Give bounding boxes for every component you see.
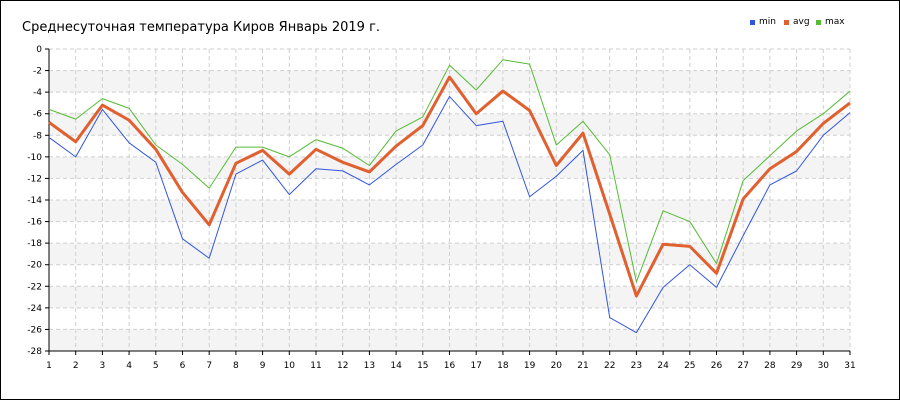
y-tick-label: -28 — [27, 347, 42, 357]
x-tick-label: 27 — [737, 361, 748, 371]
x-tick-label: 1 — [46, 361, 52, 371]
x-tick-label: 17 — [470, 361, 481, 371]
legend-item-max: max — [816, 16, 845, 28]
x-tick-label: 28 — [764, 361, 776, 371]
x-tick-label: 3 — [100, 361, 106, 371]
x-tick-label: 16 — [444, 361, 456, 371]
legend-swatch-min — [750, 19, 755, 25]
x-tick-label: 12 — [337, 361, 348, 371]
x-tick-label: 18 — [497, 361, 509, 371]
grid-band — [49, 329, 850, 351]
y-tick-label: -16 — [27, 218, 42, 228]
y-tick-label: -2 — [33, 67, 42, 77]
x-tick-label: 25 — [684, 361, 695, 371]
x-tick-label: 15 — [417, 361, 428, 371]
grid-band — [49, 113, 850, 136]
grid-band — [49, 70, 850, 93]
x-tick-label: 21 — [577, 361, 588, 371]
x-tick-label: 23 — [631, 361, 642, 371]
x-tick-label: 22 — [604, 361, 615, 371]
legend-swatch-max — [816, 19, 821, 25]
y-tick-label: -26 — [27, 325, 42, 335]
y-tick-label: -22 — [27, 282, 42, 292]
y-tick-label: -10 — [27, 153, 42, 163]
y-tick-label: -14 — [27, 196, 42, 206]
y-tick-label: -20 — [27, 261, 42, 271]
series-line-avg — [48, 75, 851, 298]
legend-label-max: max — [825, 17, 845, 27]
series-line-min — [48, 95, 851, 334]
y-tick-label: -8 — [33, 131, 42, 141]
x-tick-label: 5 — [153, 361, 159, 371]
legend-item-avg: avg — [784, 16, 810, 28]
legend-label-avg: avg — [793, 17, 810, 27]
x-tick-label: 10 — [284, 361, 296, 371]
x-tick-label: 24 — [657, 361, 669, 371]
x-tick-label: 26 — [711, 361, 723, 371]
y-tick-label: -4 — [33, 88, 42, 98]
chart-title: Среднесуточная температура Киров Январь … — [22, 20, 381, 35]
y-tick-label: -18 — [27, 239, 42, 249]
x-tick-label: 31 — [844, 361, 855, 371]
x-tick-label: 13 — [364, 361, 375, 371]
y-tick-label: -24 — [27, 304, 42, 314]
x-tick-label: 19 — [524, 361, 536, 371]
legend-swatch-avg — [784, 19, 789, 25]
x-tick-label: 9 — [260, 361, 266, 371]
grid-band — [49, 156, 850, 179]
x-tick-label: 6 — [180, 361, 186, 371]
x-tick-label: 29 — [791, 361, 803, 371]
legend-label-min: min — [759, 17, 776, 27]
x-tick-label: 14 — [390, 361, 402, 371]
x-tick-label: 7 — [206, 361, 212, 371]
y-tick-label: -6 — [33, 110, 42, 120]
y-tick-label: -12 — [27, 174, 42, 184]
x-tick-label: 4 — [126, 361, 132, 371]
legend-item-min: min — [750, 16, 776, 28]
x-tick-label: 30 — [818, 361, 830, 371]
x-tick-label: 2 — [73, 361, 79, 371]
x-tick-label: 20 — [551, 361, 563, 371]
y-tick-label: 0 — [36, 45, 42, 55]
x-tick-label: 8 — [233, 361, 239, 371]
x-tick-label: 11 — [310, 361, 321, 371]
series-line-max — [48, 59, 851, 283]
